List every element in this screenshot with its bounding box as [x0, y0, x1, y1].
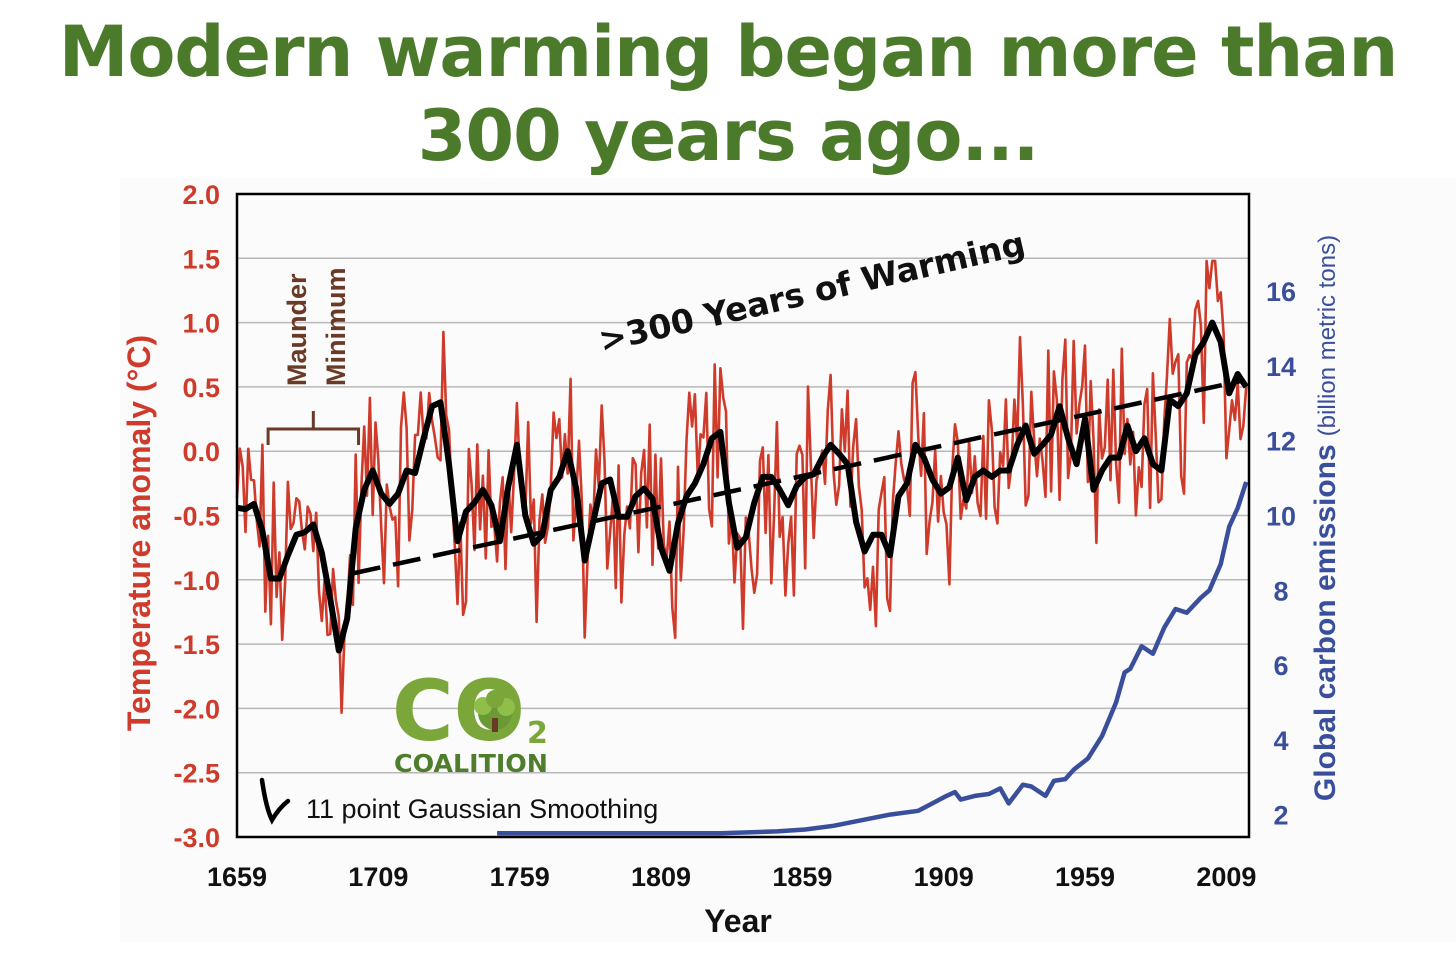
right-axis-label: Global carbon emissions (billion metric t… [1309, 235, 1342, 801]
page-title-line-1: Modern warming began more than [58, 11, 1399, 93]
x-axis-label: Year [704, 903, 772, 939]
right-axis-tick-label: 16 [1266, 277, 1296, 307]
temperature-anomaly-series [235, 259, 1248, 715]
x-axis-tick-label: 1659 [207, 862, 267, 892]
right-axis-tick-label: 14 [1266, 352, 1296, 382]
x-axis-tick-label: 1809 [631, 862, 691, 892]
trend-group [352, 378, 1244, 576]
smoothing-legend-text: 11 point Gaussian Smoothing [306, 794, 658, 824]
temperature-anomaly-line [235, 259, 1248, 715]
right-axis-tick-label: 2 [1273, 801, 1288, 831]
co2-coalition-logo: CO 2 COALITION [392, 662, 548, 778]
left-axis-tick-label: 1.5 [182, 244, 220, 274]
left-axis-tick-label: -2.5 [173, 759, 220, 789]
x-axis-tick-label: 2009 [1196, 862, 1256, 892]
left-axis-tick-label: -3.0 [173, 823, 220, 853]
logo-coalition-text: COALITION [394, 749, 548, 778]
right-axis-tick-label: 12 [1266, 427, 1296, 457]
left-axis-tick-label: 2.0 [182, 180, 220, 210]
carbon-emissions-series [497, 481, 1249, 836]
x-axis-tick-label: 1859 [772, 862, 832, 892]
x-axis-tick-label: 1759 [490, 862, 550, 892]
left-axis-tick-label: 0.5 [182, 373, 220, 403]
right-axis-tick-label: 10 [1266, 502, 1296, 532]
left-axis-tick-label: 0.0 [182, 437, 220, 467]
logo-subscript: 2 [527, 716, 548, 751]
left-axis-tick-label: -1.5 [173, 630, 220, 660]
right-axis-ticks: 16 14 12 10 8 6 4 2 [1266, 277, 1296, 830]
plot-frame [235, 192, 1251, 839]
x-axis-ticks: 1659 1709 1759 1809 1859 1909 1959 2009 [207, 862, 1256, 892]
x-axis-tick-label: 1959 [1055, 862, 1115, 892]
right-axis-tick-label: 6 [1273, 651, 1288, 681]
page-title: Modern warming began more than 300 years… [0, 10, 1456, 178]
left-axis-tick-label: 1.0 [182, 309, 220, 339]
left-axis-tick-label: -2.0 [173, 694, 220, 724]
right-axis-label-units: (billion metric tons) [1314, 235, 1341, 436]
carbon-emissions-line [497, 481, 1249, 836]
smoothed-temperature-line [236, 319, 1249, 654]
maunder-label-line-1: Maunder [282, 273, 312, 386]
smoothed-series [236, 319, 1249, 654]
trend-line [352, 378, 1244, 576]
smoothing-legend: 11 point Gaussian Smoothing [259, 777, 658, 825]
maunder-minimum-annotation: Maunder Minimum [266, 268, 361, 445]
right-axis-label-bold: Global carbon emissions [1309, 444, 1342, 801]
maunder-label-line-2: Minimum [321, 268, 351, 387]
x-axis-tick-label: 1709 [348, 862, 408, 892]
left-axis-label: Temperature anomaly (°C) [121, 335, 157, 731]
maunder-bracket [266, 411, 361, 445]
right-axis-tick-label: 8 [1273, 576, 1288, 606]
smoothing-legend-mark [259, 777, 291, 825]
left-axis-tick-label: -0.5 [173, 502, 220, 532]
left-axis-tick-label: -1.0 [173, 566, 220, 596]
left-axis-ticks: 2.0 1.5 1.0 0.5 0.0 -0.5 -1.0 -1.5 -2.0 -2.5 -3.0 [173, 180, 220, 853]
page-title-line-2: 300 years ago... [417, 95, 1040, 177]
right-axis-tick-label: 4 [1273, 726, 1288, 756]
tree-icon [474, 690, 515, 732]
x-axis-tick-label: 1909 [914, 862, 974, 892]
